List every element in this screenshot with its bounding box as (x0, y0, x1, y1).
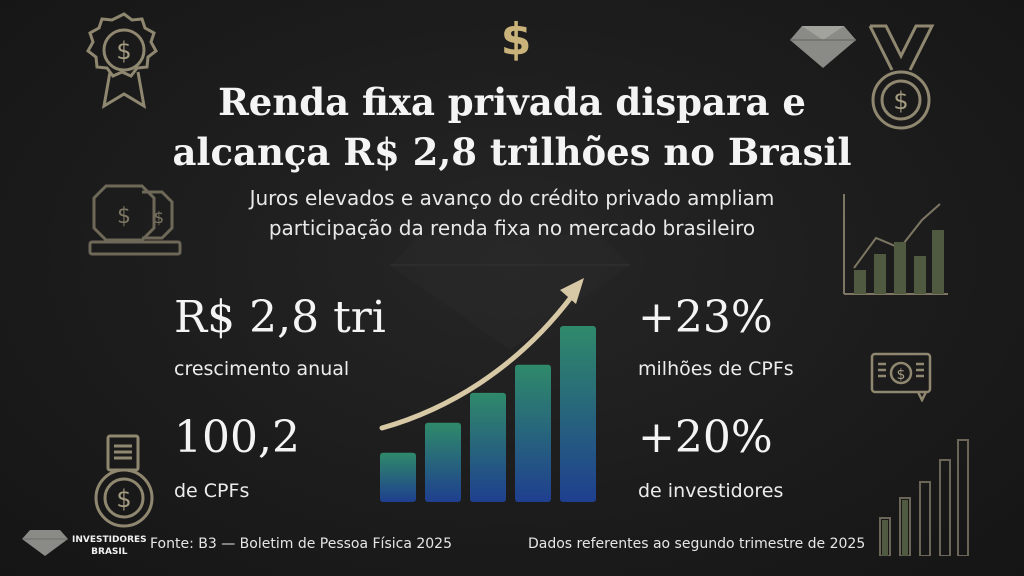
dollar-sign-icon: $ (501, 14, 532, 62)
stat-label-total: crescimento anual (174, 358, 350, 380)
subheadline-line-2: participação da renda fixa no mercado br… (268, 216, 756, 240)
svg-text:$: $ (117, 204, 131, 229)
headline-line-1: Renda fixa privada dispara e (218, 80, 806, 124)
stat-label-investor-growth: de investidores (638, 480, 784, 502)
growth-arrowhead-icon (560, 278, 584, 304)
growth-bar (515, 364, 551, 502)
stat-label-cpf-growth: milhões de CPFs (638, 358, 794, 380)
stat-label-cpfs: de CPFs (174, 480, 250, 502)
headline-line-2: alcança R$ 2,8 trilhões no Brasil (172, 130, 852, 174)
medal-ribbon-icon: $ (94, 434, 154, 528)
tall-bars-icon (879, 439, 969, 556)
svg-text:$: $ (893, 87, 908, 115)
growth-bar (470, 392, 506, 502)
stat-value-cpf-growth: +23% (638, 292, 773, 343)
stat-value-investor-growth: +20% (638, 412, 773, 463)
diamond-icon (790, 26, 856, 68)
stat-value-total: R$ 2,8 tri (174, 292, 386, 343)
medal-icon: $ (868, 24, 935, 130)
dollar-badge-icon: $ (86, 12, 158, 109)
coins-icon: $ $ (88, 184, 182, 256)
svg-text:$: $ (154, 208, 164, 227)
growth-arrow-icon (379, 293, 575, 431)
footer-note: Dados referentes ao segundo trimestre de… (528, 536, 866, 552)
diamond-logo-icon (22, 530, 68, 556)
logo-line-2: BRASIL (91, 547, 128, 557)
svg-text:$: $ (501, 14, 532, 62)
svg-text:$: $ (116, 37, 131, 65)
logo-line-1: INVESTIDORES (72, 535, 147, 545)
growth-bar (560, 326, 596, 502)
mini-bar-chart-icon (843, 194, 948, 295)
diamond-background-icon (390, 235, 630, 350)
growth-illustration (379, 278, 596, 502)
logo-text: INVESTIDORES BRASIL (72, 534, 147, 558)
svg-text:$: $ (897, 367, 906, 383)
growth-bar (425, 422, 461, 502)
banknote-icon: $ (870, 352, 932, 402)
stat-value-cpfs: 100,2 (174, 412, 300, 463)
footer-source: Fonte: B3 — Boletim de Pessoa Física 202… (150, 536, 452, 552)
subheadline-line-1: Juros elevados e avanço do crédito priva… (249, 186, 775, 210)
svg-text:$: $ (116, 485, 131, 513)
growth-bar (380, 452, 416, 502)
